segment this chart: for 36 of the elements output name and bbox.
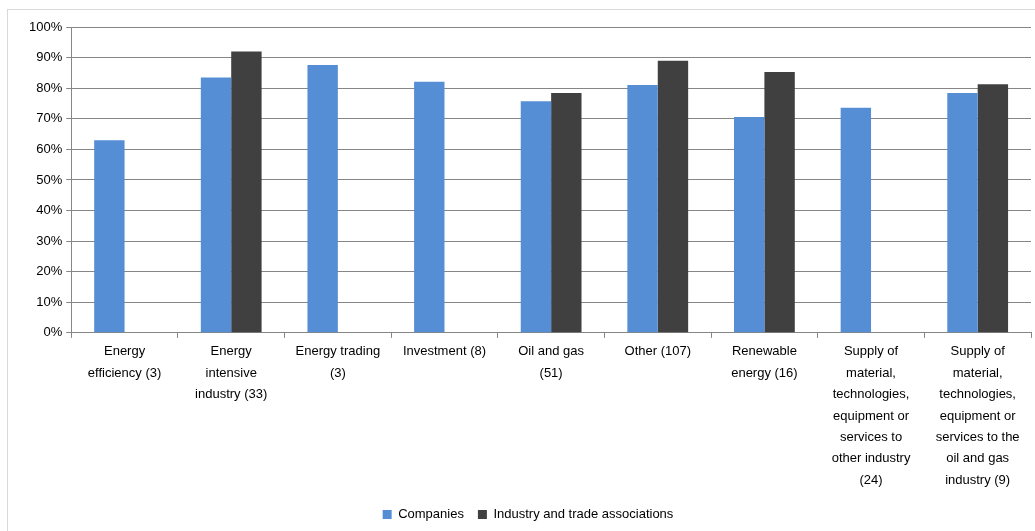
x-tick-label: Energy efficiency (3) — [87, 343, 162, 380]
bar — [414, 81, 445, 333]
bar — [231, 51, 262, 333]
x-tick-label: Energy intensive industry (33) — [195, 343, 268, 402]
x-tick-label: Other (107) — [624, 343, 692, 359]
bar — [307, 64, 338, 333]
bar — [840, 107, 872, 333]
bar — [977, 84, 1009, 333]
y-tick-label: 60% — [36, 140, 63, 156]
y-tick-label: 10% — [36, 293, 63, 309]
legend-label: Companies — [398, 506, 465, 522]
y-tick-label: 70% — [36, 110, 63, 126]
y-tick-label: 30% — [36, 232, 63, 248]
bar — [657, 60, 689, 333]
bar — [200, 77, 232, 333]
x-tick-label: Investment (8) — [402, 343, 487, 359]
y-tick-label: 0% — [43, 324, 63, 340]
bar — [94, 140, 125, 333]
x-tick-label: Oil and gas (51) — [518, 343, 585, 380]
x-tick-label: Supply of material, technologies, equipment or services to the oil and gas industry (9) — [935, 343, 1020, 487]
x-tick-label: Energy trading (3) — [295, 343, 381, 380]
bar — [627, 85, 658, 333]
y-tick-label: 50% — [36, 171, 63, 187]
bar — [947, 93, 978, 333]
bar — [551, 93, 582, 333]
bar — [764, 71, 795, 333]
y-tick-label: 100% — [29, 18, 63, 34]
x-tick-label: Supply of material, technologies, equipment or services to other industry (24) — [831, 343, 911, 487]
bar — [520, 101, 552, 333]
y-tick-label: 90% — [36, 49, 63, 65]
y-tick-label: 20% — [36, 263, 63, 279]
legend-label: Industry and trade associations — [493, 506, 674, 522]
y-tick-label: 40% — [36, 202, 63, 218]
bar — [734, 116, 765, 333]
x-tick-label: Renewable energy (16) — [731, 343, 798, 380]
y-tick-label: 80% — [36, 79, 63, 95]
